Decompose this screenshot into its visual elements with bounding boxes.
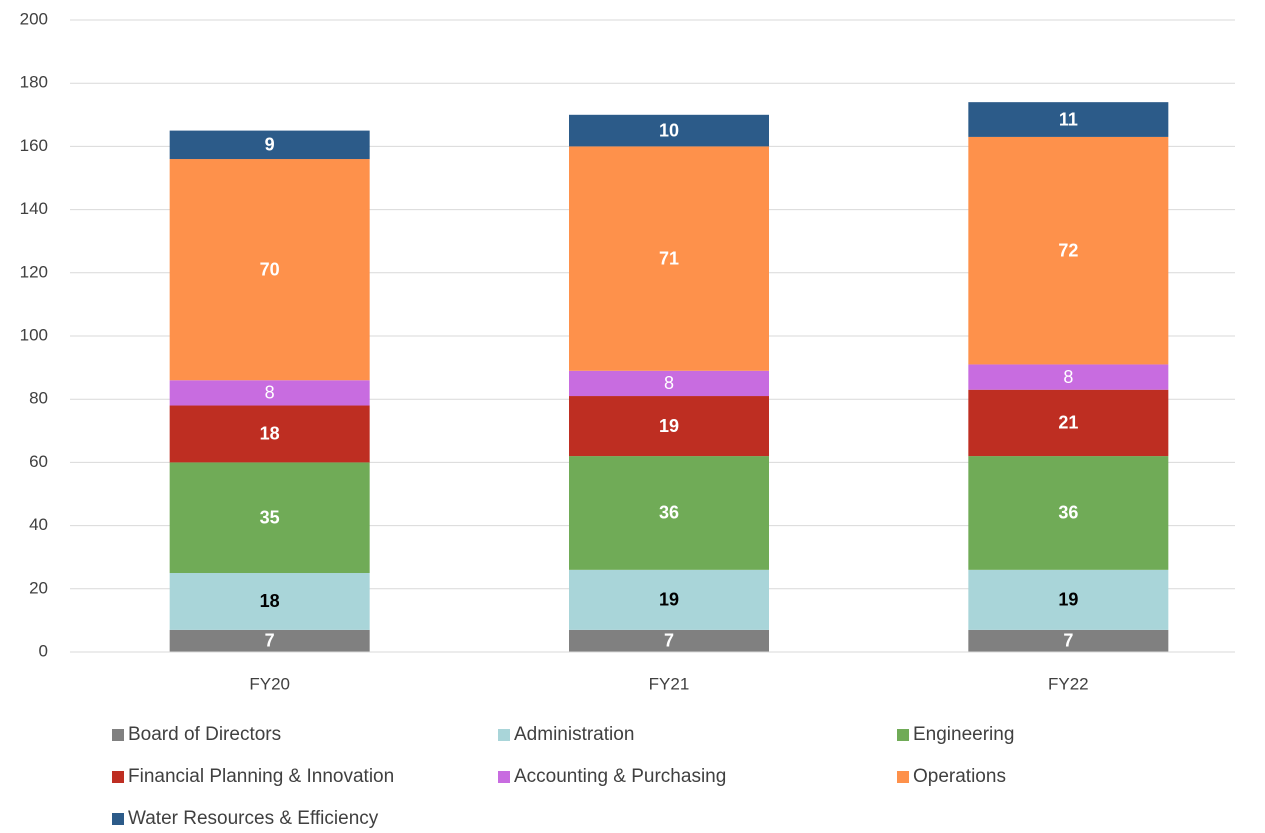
data-label: 72 [1058,240,1078,260]
bar-segment [569,456,769,570]
legend-label: Operations [913,766,1006,787]
legend-swatch [498,729,510,741]
data-label: 36 [1058,503,1078,523]
bar-segment [169,462,370,573]
data-label: 71 [659,248,679,268]
x-tick-label: FY21 [649,674,690,693]
data-label: 18 [260,424,280,444]
data-label: 10 [659,120,679,140]
y-tick-label: 100 [20,325,48,344]
legend-swatch [112,729,124,741]
y-tick-label: 180 [20,73,48,92]
data-label: 70 [260,259,280,279]
legend-swatch [897,729,909,741]
bar-segment [968,136,1169,365]
y-tick-label: 200 [20,9,48,28]
y-tick-label: 20 [29,578,48,597]
bar-segment [968,629,1169,652]
data-label: 35 [260,507,280,527]
data-label: 7 [664,631,674,651]
bar-segment [968,456,1169,570]
bar-segment [169,380,370,406]
bar-segment [169,573,370,630]
bar-segment [169,405,370,463]
data-label: 19 [659,416,679,436]
x-tick-label: FY22 [1048,674,1089,693]
data-label: 8 [265,383,275,403]
data-label: 8 [1063,367,1073,387]
y-tick-label: 40 [29,515,48,534]
y-tick-label: 120 [20,262,48,281]
data-label: 7 [265,631,275,651]
y-tick-label: 0 [39,641,48,660]
legend-label: Board of Directors [128,724,281,745]
bar-segment [569,629,769,652]
data-label: 36 [659,503,679,523]
x-tick-label: FY20 [249,674,290,693]
y-tick-label: 160 [20,136,48,155]
bar-segment [968,569,1169,630]
legend-swatch [498,771,510,783]
data-label: 7 [1063,631,1073,651]
bar-segment [569,114,769,147]
legend-swatch [897,771,909,783]
bar-segment [169,130,370,160]
data-label: 21 [1058,413,1078,433]
bar-segment [968,389,1169,457]
legend-swatch [112,771,124,783]
data-label: 11 [1059,109,1078,129]
legend-label: Engineering [913,724,1014,745]
data-label: 18 [260,591,280,611]
bar-segment [569,569,769,630]
data-label: 9 [265,135,275,155]
data-label: 19 [1058,590,1078,610]
bar-segment [569,146,769,371]
bar-segment [569,370,769,397]
bar-segment [569,396,769,457]
y-tick-label: 80 [29,389,48,408]
y-tick-label: 60 [29,452,48,471]
legend-label: Administration [514,724,634,745]
bar-segment [169,159,370,381]
data-label: 19 [659,590,679,610]
legend-label: Water Resources & Efficiency [128,808,379,829]
legend-swatch [112,813,124,825]
y-tick-label: 140 [20,199,48,218]
bar-segment [968,102,1169,137]
legend-label: Accounting & Purchasing [514,766,726,787]
bar-segment [968,364,1169,390]
legend-label: Financial Planning & Innovation [128,766,394,787]
bar-segment [169,629,370,652]
data-label: 8 [664,373,674,393]
